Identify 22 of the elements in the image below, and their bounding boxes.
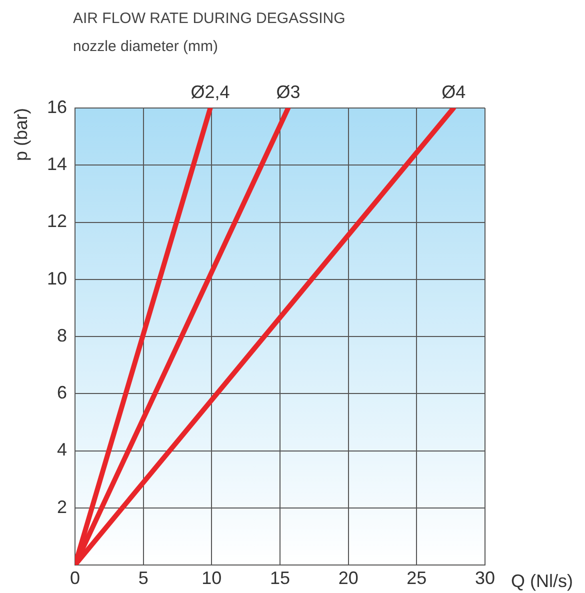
x-tick-label: 10	[202, 568, 222, 588]
y-tick-label: 10	[46, 268, 67, 288]
chart-title: AIR FLOW RATE DURING DEGASSING	[73, 10, 346, 27]
x-tick-label: 5	[138, 568, 148, 588]
y-tick-label: 4	[56, 440, 67, 460]
series-label: Ø2,4	[190, 82, 230, 102]
x-tick-label: 15	[270, 568, 290, 588]
y-tick-label: 8	[56, 325, 67, 346]
series-label: Ø3	[276, 82, 300, 102]
y-tick-label: 2	[56, 496, 67, 517]
y-axis-title: p (bar)	[10, 108, 31, 162]
series-label: Ø4	[442, 82, 466, 102]
x-axis-title: Q (Nl/s)	[511, 570, 573, 591]
y-tick-label: 16	[46, 96, 67, 117]
chart-subtitle: nozzle diameter (mm)	[73, 38, 218, 55]
x-tick-label: 30	[474, 568, 496, 588]
y-tick-label: 6	[56, 382, 67, 403]
x-tick-label: 25	[406, 568, 427, 588]
y-tick-label: 14	[46, 154, 67, 174]
x-tick-label: 0	[70, 568, 80, 588]
x-tick-label: 20	[338, 568, 358, 588]
y-tick-label: 12	[46, 211, 67, 232]
